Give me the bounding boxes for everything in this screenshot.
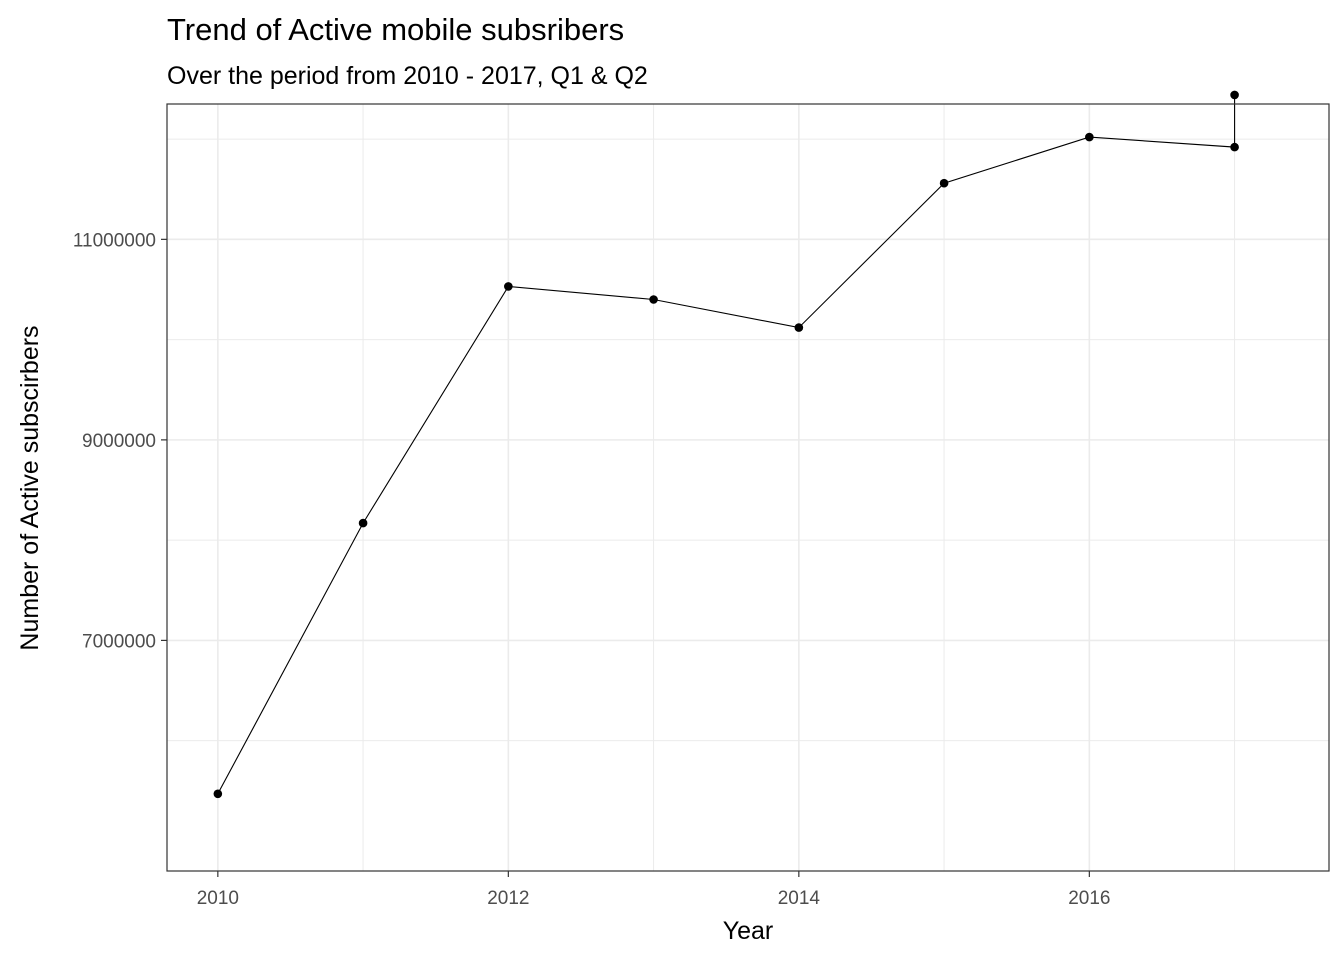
data-point bbox=[939, 178, 949, 188]
data-point bbox=[1230, 90, 1239, 100]
y-tick-label: 9000000 bbox=[82, 431, 156, 452]
x-tick-label: 2012 bbox=[487, 888, 529, 909]
axis-ticks bbox=[161, 238, 1090, 877]
x-axis-title: Year bbox=[723, 917, 774, 945]
series-line bbox=[217, 94, 1236, 795]
x-tick-label: 2016 bbox=[1068, 888, 1110, 909]
data-point bbox=[358, 518, 368, 528]
minor-gridlines bbox=[167, 104, 1329, 871]
y-tick-label: 11000000 bbox=[73, 230, 156, 251]
data-point bbox=[213, 789, 223, 799]
data-point bbox=[1230, 142, 1239, 152]
y-tick-label: 7000000 bbox=[82, 631, 156, 652]
chart-subtitle: Over the period from 2010 - 2017, Q1 & Q… bbox=[167, 62, 648, 90]
data-point bbox=[794, 323, 804, 332]
major-gridlines bbox=[167, 104, 1329, 871]
x-tick-label: 2014 bbox=[778, 888, 821, 909]
data-point bbox=[649, 295, 658, 304]
panel-border bbox=[166, 103, 1330, 872]
data-series bbox=[213, 90, 1239, 799]
data-point bbox=[1085, 132, 1094, 142]
axis-tick-labels: 2010 2012 2014 2016 7000000 9000000 11000000 bbox=[73, 230, 1111, 909]
x-tick-label: 2010 bbox=[197, 888, 239, 909]
chart-title: Trend of Active mobile subsribers bbox=[167, 12, 624, 47]
data-point bbox=[504, 282, 513, 291]
y-axis-title: Number of Active subscirbers bbox=[16, 325, 44, 650]
